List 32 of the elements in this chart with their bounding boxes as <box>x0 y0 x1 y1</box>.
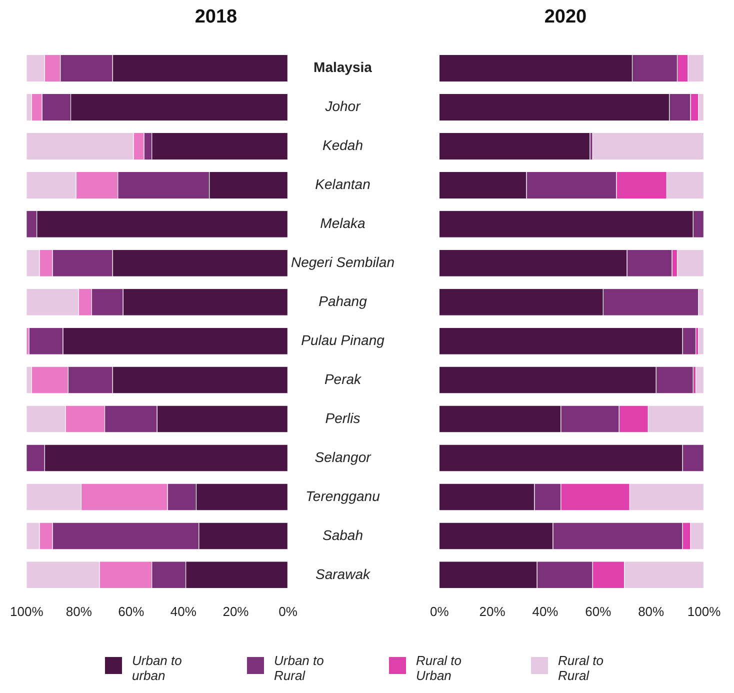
chart-title: 2018 <box>194 6 238 28</box>
y-tick-label: Pulau Pinang <box>301 332 385 348</box>
y-tick-label: Johor <box>324 98 362 114</box>
x-tick-label: 20% <box>479 604 506 619</box>
y-tick-label: Terengganu <box>306 488 380 504</box>
y-tick-label: Sabah <box>322 526 364 543</box>
x-tick-label: 100% <box>687 604 722 619</box>
y-tick-label: Pahang <box>318 293 368 310</box>
x-tick-label: 80% <box>66 604 92 619</box>
legend-label: Urban to Rural <box>274 653 325 683</box>
y-tick-label: Melaka <box>320 215 366 232</box>
legend-label: Urban to urban <box>132 653 183 683</box>
x-tick-label: 0% <box>430 604 450 619</box>
y-tick-label: Perlis <box>325 410 360 426</box>
y-tick-label: Perak <box>324 370 362 387</box>
x-tick-label: 60% <box>585 604 612 619</box>
x-tick-label: 20% <box>222 604 250 619</box>
x-tick-label: 80% <box>638 604 665 619</box>
y-tick-label: Kedah <box>322 137 364 154</box>
x-tick-label: 40% <box>532 604 559 619</box>
x-tick-label: 100% <box>10 604 44 619</box>
y-tick-label: Sarawak <box>316 566 371 582</box>
chart-title: 2020 <box>544 6 587 28</box>
y-tick-label: Negeri Sembilan <box>291 254 395 270</box>
y-tick-label: Malaysia <box>314 59 372 76</box>
y-tick-label: Selangor <box>314 448 372 465</box>
legend-label: Rural to Urban <box>416 653 463 683</box>
y-tick-label: Kelantan <box>315 176 371 192</box>
legend-label: Rural to Rural <box>558 653 605 683</box>
x-tick-label: 0% <box>278 604 298 619</box>
x-tick-label: 40% <box>170 604 197 619</box>
x-tick-label: 60% <box>118 604 145 619</box>
